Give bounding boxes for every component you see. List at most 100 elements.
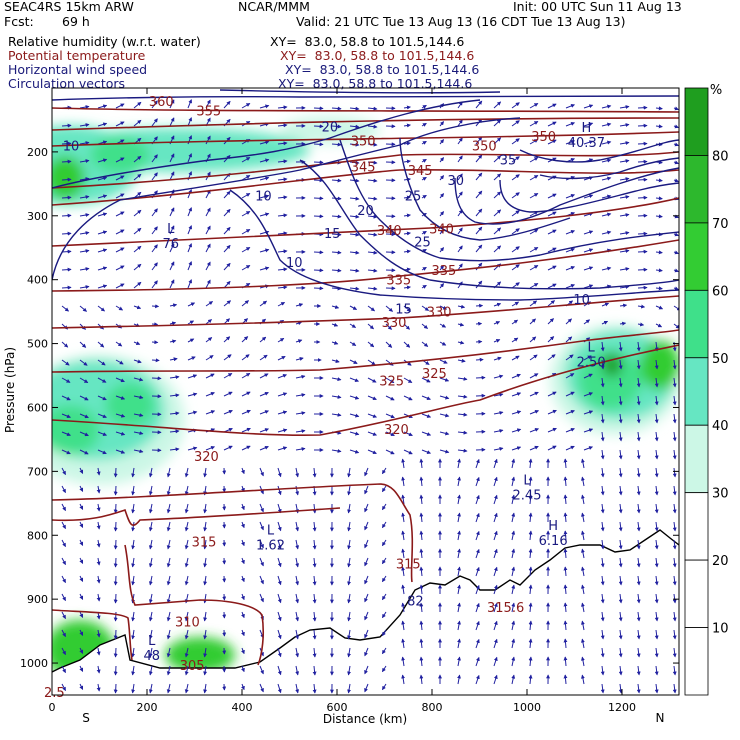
circulation-vector	[580, 548, 585, 559]
circulation-vector	[403, 431, 413, 437]
circulation-vector	[184, 575, 189, 586]
circulation-vector	[113, 557, 118, 568]
circulation-vector	[115, 449, 126, 454]
circulation-vector	[381, 557, 387, 565]
circulation-vector	[475, 280, 483, 289]
circulation-vector	[600, 629, 605, 640]
circulation-vector	[421, 158, 427, 163]
circulation-vector	[619, 141, 630, 146]
circulation-vector	[401, 620, 406, 631]
circulation-vector	[79, 485, 84, 492]
circulation-vector	[655, 160, 663, 165]
circulation-vector	[563, 476, 568, 487]
circulation-vector	[223, 280, 231, 289]
contour-labels: 360 355 350 350 350 345 345 340 340 335 335 330 330 3…	[44, 95, 606, 701]
theta-contour	[52, 507, 341, 526]
circulation-vector	[241, 372, 251, 379]
circulation-vector	[421, 449, 432, 454]
extremum-marker: L	[267, 523, 275, 538]
circulation-vector	[131, 539, 136, 550]
circulation-vector	[259, 575, 264, 585]
circulation-vector	[565, 318, 572, 325]
circulation-vector	[655, 106, 663, 111]
circulation-vector	[580, 530, 585, 541]
colorbar-label: 50	[712, 352, 729, 367]
circulation-vector	[600, 611, 605, 622]
circulation-vector	[96, 575, 101, 584]
circulation-vector	[403, 267, 411, 272]
circulation-vector	[277, 611, 282, 622]
circulation-vector	[133, 449, 144, 454]
colorbar-segment	[684, 424, 709, 494]
circulation-vector	[618, 503, 623, 514]
colorbar-label: 20	[712, 554, 729, 569]
theta-contour	[52, 107, 679, 113]
extremum-value: 1.62	[256, 538, 285, 553]
circulation-vector	[205, 446, 216, 451]
org-label: NCAR/MMM	[238, 0, 310, 14]
circulation-vector	[421, 284, 427, 289]
circulation-vector	[583, 301, 592, 307]
extremum-marker: L	[148, 634, 156, 649]
circulation-vector	[364, 521, 369, 531]
circulation-vector	[184, 629, 189, 640]
circulation-vector	[600, 359, 605, 370]
circulation-vector	[636, 521, 641, 532]
circulation-vector	[184, 485, 189, 496]
circulation-vector	[547, 372, 557, 379]
circulation-vector	[113, 467, 118, 478]
circulation-vector	[133, 155, 142, 163]
circulation-vector	[79, 395, 89, 401]
extremum-value: 2.50	[577, 356, 606, 371]
circulation-vector	[580, 494, 585, 505]
theta-label: 330	[427, 306, 452, 321]
circulation-vector	[600, 467, 605, 478]
circulation-vector	[349, 268, 360, 273]
circulation-vector	[347, 557, 352, 568]
circulation-vector	[241, 211, 251, 217]
circulation-vector	[277, 319, 285, 325]
colorbar-label: 30	[712, 487, 729, 502]
x-tick-label: 1000	[513, 701, 541, 714]
circulation-vector	[619, 231, 630, 236]
circulation-vector	[475, 262, 483, 271]
circulation-vector	[475, 339, 483, 344]
circulation-vector	[79, 341, 87, 348]
circulation-vector	[367, 413, 378, 418]
circulation-vector	[385, 395, 395, 401]
circulation-vector	[475, 656, 480, 667]
circulation-vector	[115, 103, 125, 109]
circulation-vector	[528, 620, 533, 631]
wind-contour	[519, 139, 679, 163]
circulation-vector	[600, 575, 605, 586]
circulation-vector	[547, 211, 557, 217]
circulation-vector	[655, 196, 663, 201]
circulation-vector	[97, 284, 108, 289]
circulation-vector	[419, 674, 424, 685]
circulation-vector	[618, 629, 623, 640]
circulation-vector	[241, 103, 251, 109]
circulation-vector	[364, 629, 369, 639]
circulation-vector	[381, 629, 387, 637]
colorbar-segment	[684, 627, 709, 696]
circulation-vector	[583, 446, 594, 451]
circulation-vector	[528, 656, 533, 667]
circulation-vector	[672, 665, 677, 676]
theta-label: 320	[194, 450, 219, 465]
circulation-vector	[148, 485, 153, 496]
wind-label: 10	[255, 189, 272, 204]
circulation-vector	[547, 175, 557, 181]
circulation-vector	[133, 245, 142, 253]
circulation-vector	[619, 249, 630, 254]
circulation-vector	[457, 173, 463, 181]
circulation-vector	[528, 674, 533, 685]
circulation-vector	[403, 285, 411, 290]
circulation-vector	[79, 267, 90, 272]
circulation-vector	[493, 446, 504, 451]
circulation-vector	[367, 232, 378, 237]
circulation-vector	[313, 250, 324, 255]
circulation-vector	[618, 467, 623, 478]
circulation-vector	[403, 123, 411, 128]
circulation-vector	[312, 593, 317, 604]
circulation-vector	[601, 122, 612, 127]
